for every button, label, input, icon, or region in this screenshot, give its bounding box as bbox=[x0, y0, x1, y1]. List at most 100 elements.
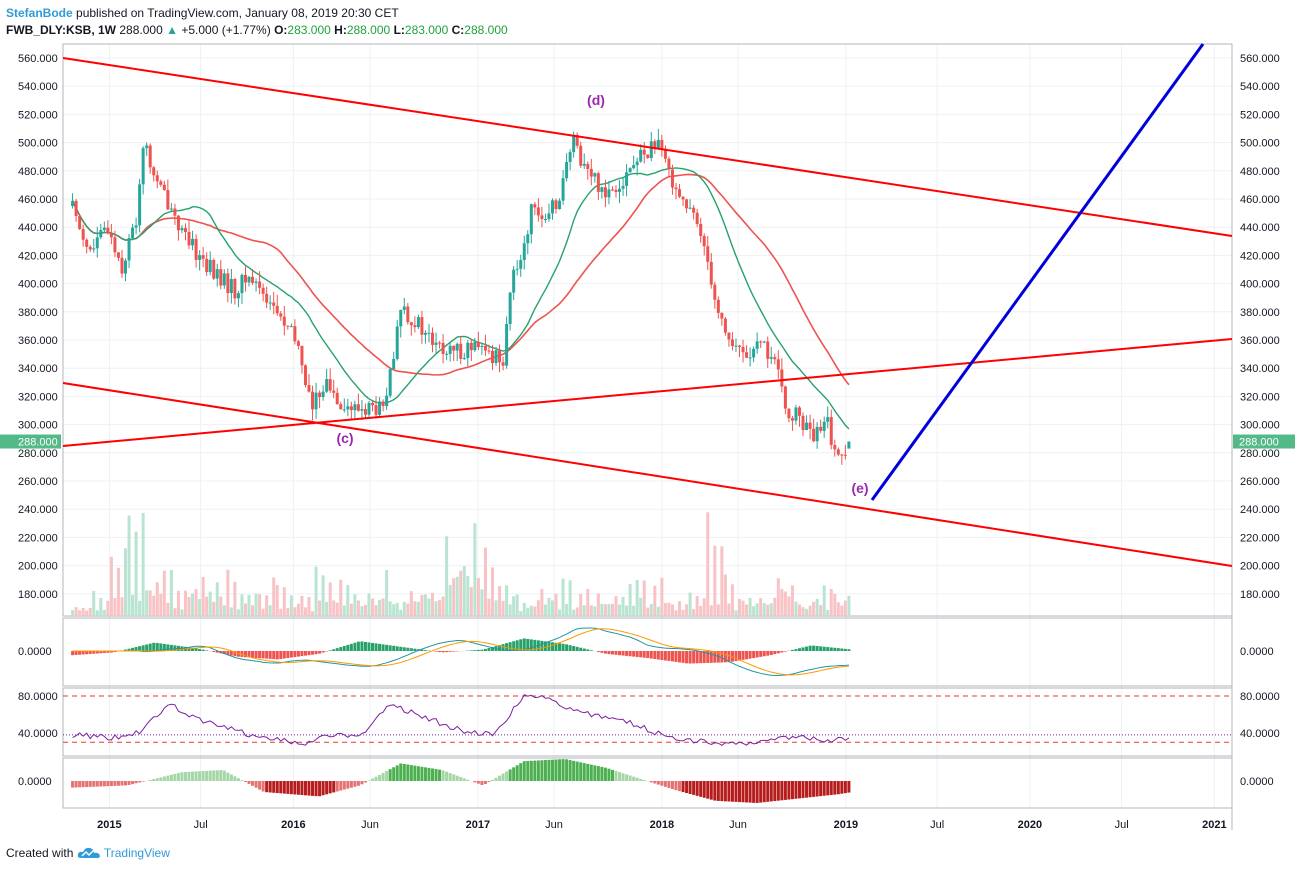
momentum-bar bbox=[353, 781, 357, 787]
momentum-bar bbox=[438, 769, 442, 781]
candle-body bbox=[656, 139, 660, 149]
candle-body bbox=[272, 302, 276, 306]
time-axis[interactable]: 2015 Jul 2016 Jun 2017 Jun 2018 Jun 2019 Jul 2020 J… bbox=[97, 819, 1226, 831]
volume-bar bbox=[678, 601, 682, 616]
trend-drawings[interactable]: (c) (d) (e) bbox=[62, 43, 1233, 567]
macd-histogram-bar bbox=[618, 651, 622, 656]
candle-body bbox=[328, 379, 332, 391]
volume-bar bbox=[416, 601, 420, 616]
volume-bar bbox=[568, 580, 572, 616]
volume-bar bbox=[131, 594, 135, 616]
tradingview-cloud-icon bbox=[77, 847, 100, 858]
momentum-bar bbox=[561, 759, 565, 781]
momentum-bar bbox=[755, 781, 759, 803]
momentum-bar bbox=[392, 767, 396, 781]
momentum-bar bbox=[512, 767, 516, 781]
candle-body bbox=[706, 246, 710, 262]
macd-histogram-bar bbox=[124, 649, 128, 651]
volume-bar bbox=[674, 610, 678, 616]
volume-bar bbox=[625, 605, 629, 616]
volume-bar bbox=[589, 605, 593, 616]
price-axes[interactable]: 560.000 560.000 540.000 540.000 520.000 520.0… bbox=[0, 53, 1295, 788]
momentum-bar bbox=[533, 760, 537, 781]
volume-bar bbox=[720, 546, 724, 616]
momentum-bar bbox=[494, 777, 498, 781]
volume-bar bbox=[762, 603, 766, 616]
momentum-bar bbox=[639, 778, 643, 781]
candle-body bbox=[356, 404, 360, 411]
volume-bar bbox=[226, 569, 230, 616]
volume-bar bbox=[501, 600, 505, 616]
candle-body bbox=[138, 184, 142, 226]
volume-bar bbox=[745, 604, 749, 616]
volume-bar bbox=[522, 602, 526, 616]
tradingview-brand[interactable]: TradingView bbox=[103, 846, 170, 860]
momentum-bar bbox=[579, 762, 583, 781]
macd-histogram-bar bbox=[487, 647, 491, 651]
candle-body bbox=[762, 341, 766, 343]
volume-bar bbox=[536, 600, 540, 616]
volume-bar bbox=[794, 601, 798, 616]
candle-body bbox=[773, 357, 777, 360]
publish-info: StefanBode published on TradingView.com,… bbox=[6, 6, 399, 20]
momentum-bar bbox=[423, 767, 427, 781]
macd-histogram-bar bbox=[738, 651, 742, 661]
macd-histogram-bar bbox=[395, 646, 399, 651]
candle-body bbox=[300, 345, 304, 366]
momentum-bar bbox=[74, 781, 78, 788]
momentum-bar bbox=[653, 781, 657, 784]
macd-histogram-bar bbox=[399, 646, 403, 651]
price-tick-right: 340.000 bbox=[1240, 363, 1280, 375]
candle-body bbox=[766, 341, 770, 359]
macd-histogram-bar bbox=[766, 651, 770, 656]
macd-histogram-bar bbox=[512, 641, 516, 651]
momentum-bar bbox=[730, 781, 734, 802]
low-value: 283.000 bbox=[404, 23, 449, 37]
momentum-bar bbox=[346, 781, 350, 789]
price-tick-left: 240.000 bbox=[18, 504, 58, 516]
momentum-bar bbox=[797, 781, 801, 799]
macd-histogram-bar bbox=[550, 642, 554, 651]
volume-bar bbox=[773, 597, 777, 616]
candle-body bbox=[759, 341, 763, 343]
volume-bar bbox=[628, 584, 632, 616]
volume-bar bbox=[141, 512, 145, 616]
volume-bar bbox=[441, 596, 445, 616]
volume-bar bbox=[92, 591, 96, 616]
momentum-bar bbox=[99, 781, 103, 787]
volume-bar bbox=[554, 593, 558, 616]
momentum-bar bbox=[325, 781, 329, 795]
macd-histogram-bar bbox=[625, 651, 629, 656]
author-name[interactable]: StefanBode bbox=[6, 6, 73, 20]
momentum-bar bbox=[311, 781, 315, 796]
momentum-bar bbox=[127, 781, 131, 785]
price-tick-left: 520.000 bbox=[18, 109, 58, 121]
candle-body bbox=[490, 350, 494, 364]
macd-histogram-bar bbox=[755, 651, 759, 658]
volume-bar bbox=[74, 607, 78, 616]
macd-histogram-bar bbox=[127, 648, 131, 651]
macd-histogram-bar bbox=[275, 651, 279, 660]
macd-histogram-bar bbox=[332, 649, 336, 651]
macd-histogram-bar bbox=[406, 647, 410, 651]
price-tick-right: 300.000 bbox=[1240, 420, 1280, 432]
volume-bar bbox=[487, 598, 491, 616]
volume-bar bbox=[293, 607, 297, 616]
price-tick-left: 440.000 bbox=[18, 222, 58, 234]
momentum-bar bbox=[734, 781, 738, 802]
trendline-2 bbox=[62, 338, 1233, 447]
volume-bar bbox=[194, 589, 198, 616]
momentum-bar bbox=[134, 781, 138, 784]
candle-body bbox=[797, 407, 801, 416]
momentum-bar bbox=[159, 777, 163, 781]
momentum-bar bbox=[787, 781, 791, 800]
volume-bar bbox=[642, 580, 646, 616]
momentum-bar bbox=[95, 781, 99, 787]
momentum-bar bbox=[836, 781, 840, 795]
volume-bar bbox=[801, 607, 805, 616]
low-label: L: bbox=[393, 23, 405, 37]
momentum-bar bbox=[773, 781, 777, 802]
momentum-bar bbox=[685, 781, 689, 794]
candle-body bbox=[162, 184, 166, 191]
